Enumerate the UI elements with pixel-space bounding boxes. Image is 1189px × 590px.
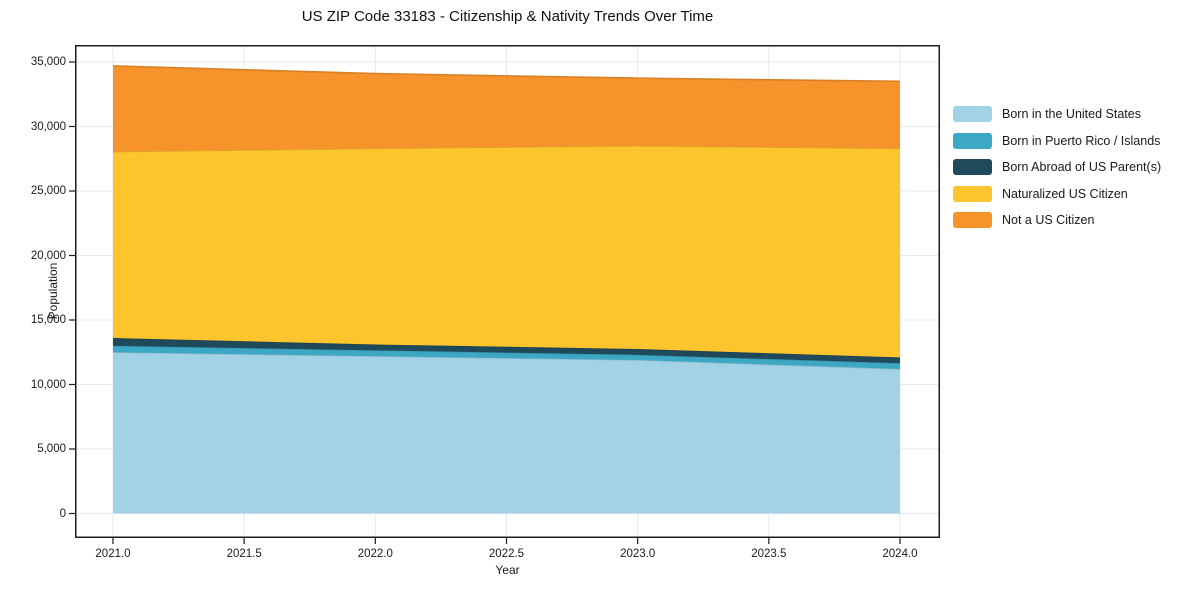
- x-tick-label: 2024.0: [882, 548, 918, 560]
- x-tick-label: 2021.0: [95, 548, 131, 560]
- legend: Born in the United States Born in Puerto…: [953, 101, 1161, 234]
- x-tick-label: 2022.0: [357, 548, 393, 560]
- y-tick-label: 30,000: [30, 120, 66, 133]
- legend-item: Not a US Citizen: [953, 207, 1161, 234]
- x-tick-label: 2023.5: [751, 548, 787, 560]
- legend-label: Born in Puerto Rico / Islands: [1002, 133, 1161, 148]
- plot-area: [69, 45, 940, 544]
- area-series-4-edge: [112, 65, 900, 83]
- legend-swatch-born-us: [953, 106, 992, 123]
- x-tick-label: 2022.5: [488, 548, 525, 560]
- legend-label: Not a US Citizen: [1002, 213, 1095, 228]
- legend-swatch-not-citizen: [953, 212, 992, 229]
- y-tick-label: 20,000: [30, 249, 66, 262]
- legend-item: Born Abroad of US Parent(s): [953, 154, 1161, 181]
- area-series-1: [113, 345, 900, 370]
- legend-item: Born in Puerto Rico / Islands: [953, 128, 1161, 155]
- y-tick-label: 35,000: [30, 56, 66, 68]
- area-series-4: [113, 65, 900, 152]
- legend-label: Naturalized US Citizen: [1002, 186, 1128, 201]
- area-series-3: [113, 145, 900, 358]
- y-tick-label: 15,000: [30, 314, 66, 326]
- legend-swatch-born-abroad: [953, 159, 992, 176]
- y-tick-label: 0: [59, 507, 66, 520]
- y-tick-label: 10,000: [30, 378, 66, 391]
- y-tick-label: 5,000: [37, 443, 66, 455]
- legend-item: Naturalized US Citizen: [953, 181, 1161, 208]
- y-axis-title: Population: [46, 262, 60, 320]
- x-tick-label: 2021.5: [226, 548, 262, 560]
- legend-item: Born in the United States: [953, 101, 1161, 128]
- x-tick-label: 2023.0: [620, 548, 656, 560]
- area-series-0: [113, 352, 900, 514]
- x-axis-title: Year: [495, 563, 520, 577]
- chart-title: US ZIP Code 33183 - Citizenship & Nativi…: [301, 8, 714, 25]
- stacked-area-plot: [69, 45, 940, 544]
- legend-swatch-naturalized: [953, 185, 992, 202]
- area-series-2: [113, 338, 900, 364]
- legend-swatch-born-pr: [953, 132, 992, 149]
- legend-label: Born Abroad of US Parent(s): [1002, 160, 1162, 175]
- plot-border: [75, 45, 940, 538]
- legend-label: Born in the United States: [1002, 107, 1141, 122]
- y-tick-label: 25,000: [30, 185, 66, 197]
